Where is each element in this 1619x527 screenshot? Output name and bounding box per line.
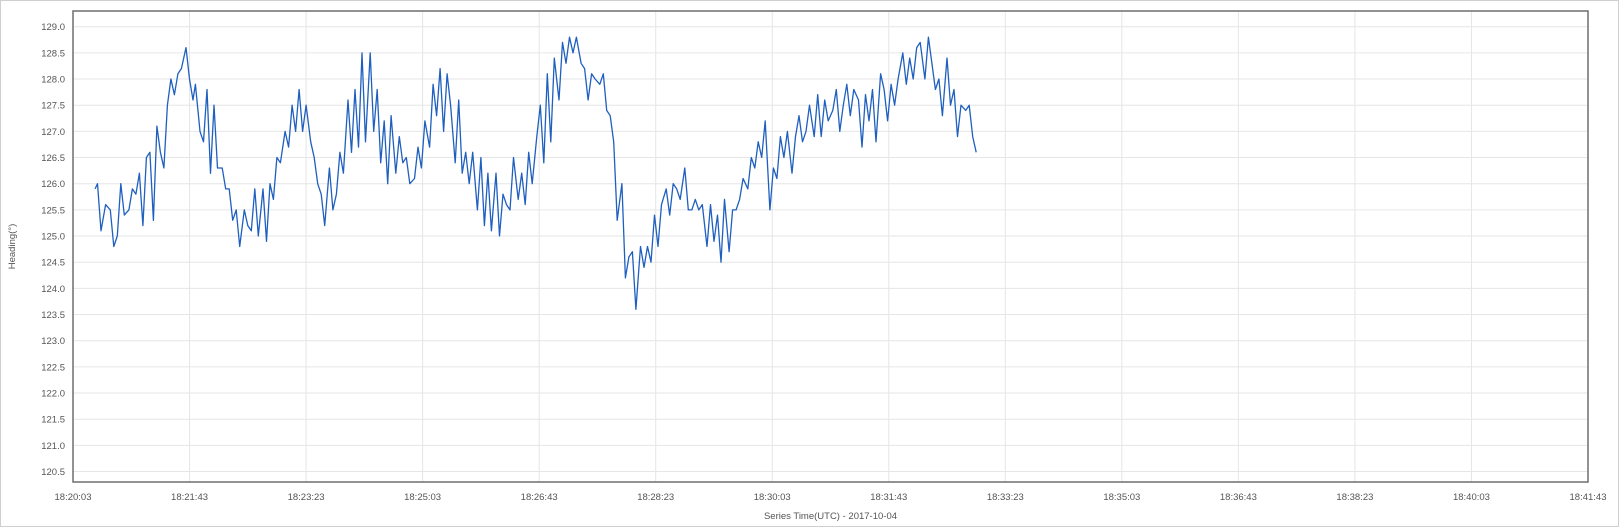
x-tick-label: 18:38:23 <box>1336 492 1373 503</box>
x-tick-label: 18:31:43 <box>870 492 907 503</box>
y-tick-label: 121.0 <box>41 441 65 452</box>
y-tick-label: 124.0 <box>41 284 65 295</box>
x-tick-label: 18:33:23 <box>987 492 1024 503</box>
y-tick-label: 122.5 <box>41 362 65 373</box>
y-tick-label: 128.5 <box>41 48 65 59</box>
y-tick-label: 125.5 <box>41 205 65 216</box>
heading-series-line <box>94 36 977 310</box>
y-tick-label: 125.0 <box>41 232 65 243</box>
x-tick-label: 18:30:03 <box>754 492 791 503</box>
y-tick-label: 120.5 <box>41 467 65 478</box>
y-tick-label: 122.0 <box>41 389 65 400</box>
x-tick-label: 18:26:43 <box>521 492 558 503</box>
x-tick-label: 18:21:43 <box>171 492 208 503</box>
y-tick-label: 124.5 <box>41 258 65 269</box>
y-tick-label: 123.0 <box>41 336 65 347</box>
x-tick-label: 18:35:03 <box>1103 492 1140 503</box>
y-axis-title: Heading(°) <box>7 224 18 270</box>
y-axis-ticks: 129.0 128.5 128.0 127.5 127.0 126.5 126.0 125.5… <box>41 22 65 478</box>
x-tick-label: 18:25:03 <box>404 492 441 503</box>
y-tick-label: 127.5 <box>41 101 65 112</box>
x-tick-label: 18:36:43 <box>1220 492 1257 503</box>
y-tick-label: 129.0 <box>41 22 65 33</box>
y-tick-label: 121.5 <box>41 415 65 426</box>
y-tick-label: 126.5 <box>41 153 65 164</box>
x-axis-ticks: 18:20:03 18:21:43 18:23:23 18:25:03 18:26:43… <box>55 492 1607 503</box>
x-axis-title: Series Time(UTC) - 2017-10-04 <box>764 511 897 522</box>
x-tick-label: 18:41:43 <box>1570 492 1607 503</box>
grid <box>72 11 1589 482</box>
y-tick-label: 126.0 <box>41 179 65 190</box>
x-tick-label: 18:40:03 <box>1453 492 1490 503</box>
x-tick-label: 18:20:03 <box>55 492 92 503</box>
y-tick-label: 123.5 <box>41 310 65 321</box>
x-tick-label: 18:28:23 <box>637 492 674 503</box>
y-tick-label: 128.0 <box>41 75 65 86</box>
x-tick-label: 18:23:23 <box>288 492 325 503</box>
plot-area-border <box>72 10 1589 483</box>
y-tick-label: 127.0 <box>41 127 65 138</box>
